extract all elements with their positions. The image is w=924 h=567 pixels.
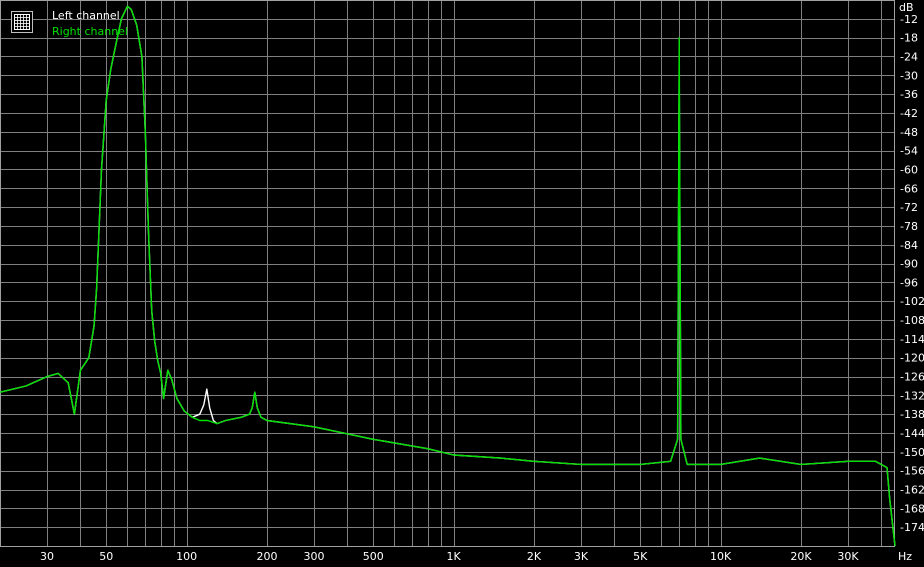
y-tick-label: -96 <box>900 276 918 289</box>
legend-item-right: Right channel <box>52 25 128 38</box>
y-tick-label: -36 <box>900 88 918 101</box>
x-tick-label: 3K <box>574 550 589 563</box>
y-tick-label: -156 <box>900 465 924 478</box>
y-tick-label: -30 <box>900 69 918 82</box>
y-axis-label: dB <box>899 1 914 14</box>
x-axis-label: Hz <box>898 550 912 563</box>
y-tick-label: -90 <box>900 258 918 271</box>
y-tick-label: -144 <box>900 427 924 440</box>
x-tick-label: 1K <box>446 550 461 563</box>
y-tick-label: -72 <box>900 201 918 214</box>
x-tick-label: 10K <box>710 550 732 563</box>
legend: Left channel Right channel <box>11 9 128 38</box>
y-tick-label: -102 <box>900 295 924 308</box>
x-axis-ticks: 30 50 100 200 300 500 1K 2K 3K 5K 10K 20K 30K <box>40 550 859 563</box>
x-tick-label: 30 <box>40 550 54 563</box>
y-tick-label: -78 <box>900 220 918 233</box>
y-tick-label: -24 <box>900 50 918 63</box>
x-tick-label: 100 <box>176 550 197 563</box>
y-tick-label: -126 <box>900 371 924 384</box>
y-tick-label: -108 <box>900 314 924 327</box>
x-tick-label: 20K <box>790 550 812 563</box>
y-tick-label: -84 <box>900 239 918 252</box>
legend-item-left: Left channel <box>52 9 120 22</box>
y-tick-label: -54 <box>900 145 918 158</box>
y-tick-label: -174 <box>900 521 924 534</box>
x-tick-label: 2K <box>527 550 542 563</box>
grid-icon[interactable] <box>11 11 33 33</box>
series-lines <box>0 5 896 547</box>
y-tick-label: -12 <box>900 13 918 26</box>
y-tick-label: -162 <box>900 484 924 497</box>
y-tick-label: -150 <box>900 446 924 459</box>
y-tick-label: -138 <box>900 408 924 421</box>
y-axis-ticks: -12 -18 -24 -30 -36 -42 -48 -54 -60 -66 -72 -78 -84 -… <box>900 13 924 534</box>
x-tick-label: 500 <box>363 550 384 563</box>
x-tick-label: 300 <box>304 550 325 563</box>
y-tick-label: -132 <box>900 389 924 402</box>
series-line-right <box>0 5 896 547</box>
x-tick-label: 200 <box>256 550 277 563</box>
y-tick-label: -66 <box>900 182 918 195</box>
y-tick-label: -48 <box>900 126 918 139</box>
x-tick-label: 5K <box>633 550 648 563</box>
grid-lines <box>0 0 895 547</box>
plot-frame <box>0 0 895 547</box>
y-tick-label: -120 <box>900 352 924 365</box>
y-tick-label: -114 <box>900 333 924 346</box>
y-tick-label: -18 <box>900 32 918 45</box>
y-tick-label: -168 <box>900 502 924 515</box>
y-tick-label: -60 <box>900 163 918 176</box>
x-tick-label: 30K <box>837 550 859 563</box>
x-tick-label: 50 <box>99 550 113 563</box>
y-tick-label: -42 <box>900 107 918 120</box>
